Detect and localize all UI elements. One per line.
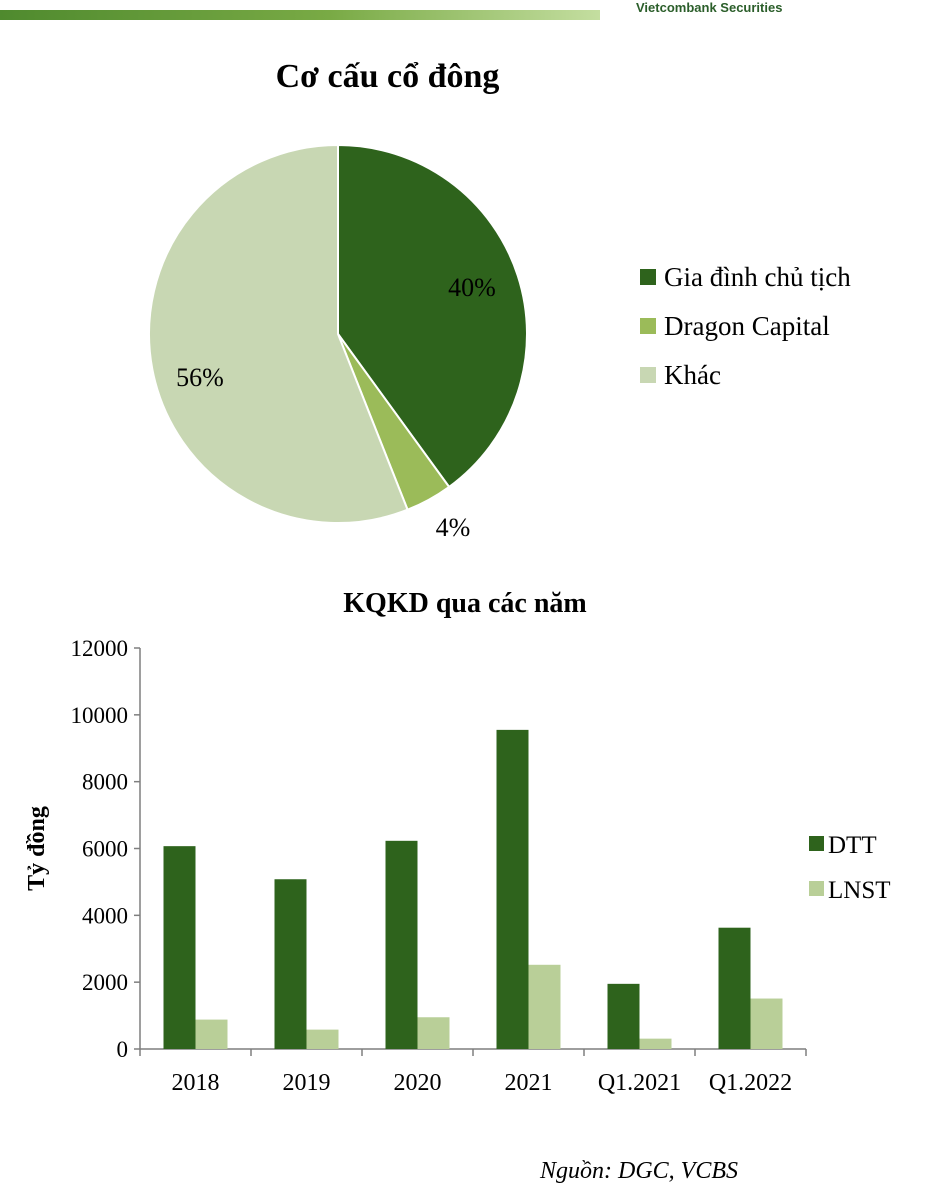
bar-dtt-2020 bbox=[385, 840, 418, 1049]
bar-dtt-q1-2022 bbox=[718, 927, 751, 1049]
x-tick-label: 2020 bbox=[394, 1070, 442, 1096]
pie-data-label: 4% bbox=[436, 513, 471, 542]
x-tick-label: 2018 bbox=[172, 1070, 220, 1096]
bar-legend-swatch bbox=[809, 836, 824, 851]
bar-chart: KQKD qua các năm 0 2000 4000 6000 8000 10000 12… bbox=[24, 588, 891, 1096]
bar-dtt-2019 bbox=[274, 879, 307, 1049]
y-tick-label: 12000 bbox=[71, 636, 129, 661]
x-tick-label: 2019 bbox=[283, 1070, 331, 1096]
bar-lnst-2018 bbox=[195, 1019, 228, 1049]
bar-dtt-2021 bbox=[496, 729, 529, 1049]
brand-logo-text: Vietcombank Securities bbox=[636, 0, 783, 15]
y-tick-label: 2000 bbox=[82, 970, 128, 995]
header-accent-bar bbox=[0, 10, 600, 20]
y-tick-label: 6000 bbox=[82, 837, 128, 862]
bar-legend-swatch bbox=[809, 881, 824, 896]
pie-data-label: 56% bbox=[176, 363, 224, 392]
y-tick-label: 0 bbox=[117, 1037, 129, 1062]
y-tick-label: 8000 bbox=[82, 770, 128, 795]
x-tick-label: 2021 bbox=[505, 1070, 553, 1096]
pie-data-label: 40% bbox=[448, 273, 496, 302]
bar-lnst-2021 bbox=[528, 964, 561, 1049]
pie-legend: Gia đình chủ tịch Dragon Capital Khác bbox=[640, 262, 851, 390]
bar-legend-label: DTT bbox=[828, 832, 877, 859]
bar-lnst-2019 bbox=[306, 1029, 339, 1049]
pie-slice-1 bbox=[337, 143, 528, 489]
pie-chart: 40% 4% 56% bbox=[148, 143, 528, 542]
bar-lnst-q1-2021 bbox=[639, 1038, 672, 1049]
pie-legend-label: Khác bbox=[664, 360, 721, 390]
bar-legend-label: LNST bbox=[828, 877, 891, 904]
y-axis-title: Tỷ đồng bbox=[24, 806, 50, 891]
pie-chart-title: Cơ cấu cổ đông bbox=[275, 58, 500, 95]
bar-lnst-q1-2022 bbox=[750, 998, 783, 1049]
source-note: Nguồn: DGC, VCBS bbox=[540, 1158, 738, 1184]
pie-legend-label: Dragon Capital bbox=[664, 311, 830, 341]
x-tick-label: Q1.2022 bbox=[709, 1070, 792, 1096]
pie-legend-swatch bbox=[640, 367, 656, 383]
pie-legend-swatch bbox=[640, 269, 656, 285]
x-tick-label: Q1.2021 bbox=[598, 1070, 681, 1096]
bar-chart-title: KQKD qua các năm bbox=[343, 588, 586, 619]
pie-slice-3 bbox=[148, 143, 409, 524]
bar-dtt-q1-2021 bbox=[607, 983, 640, 1049]
bar-dtt-2018 bbox=[163, 846, 196, 1049]
bar-lnst-2020 bbox=[417, 1017, 450, 1049]
y-tick-label: 4000 bbox=[82, 903, 128, 928]
y-tick-label: 10000 bbox=[71, 703, 129, 728]
pie-legend-label: Gia đình chủ tịch bbox=[664, 262, 851, 292]
pie-legend-swatch bbox=[640, 318, 656, 334]
